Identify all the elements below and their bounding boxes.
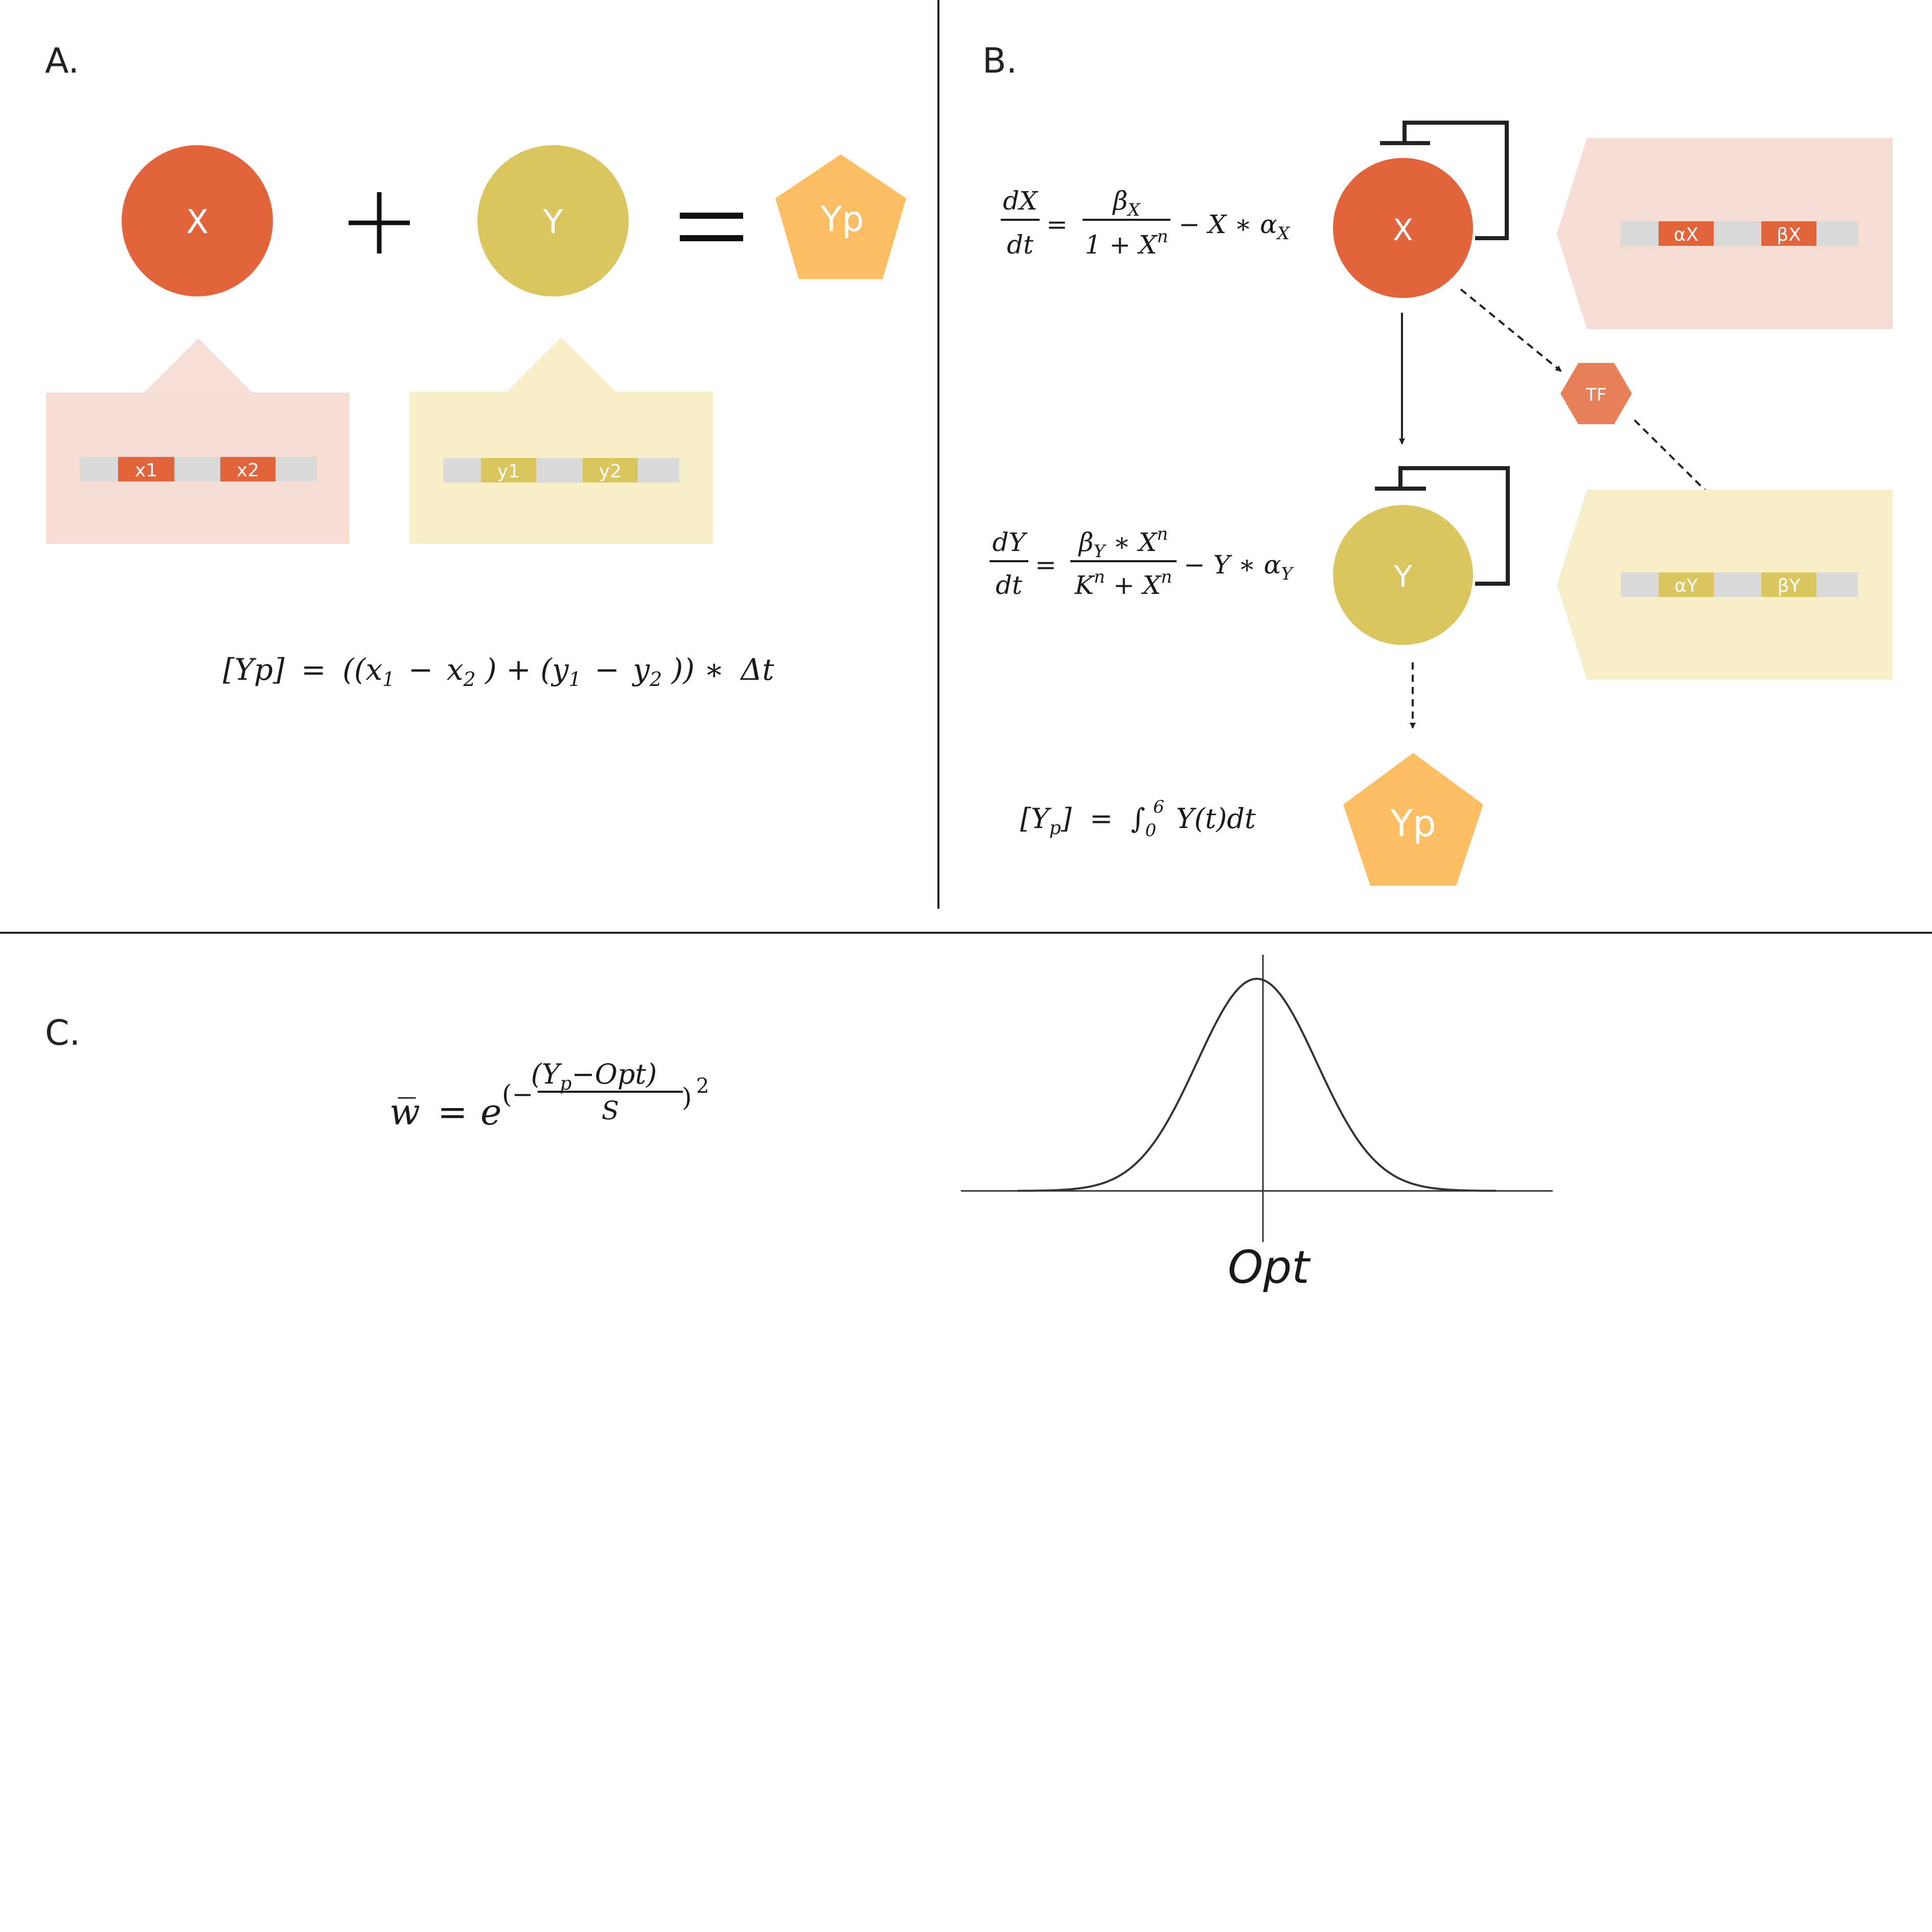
y-node-label: Y [542,203,563,241]
y1-gene [481,458,536,482]
gaussian-curve [1018,977,1496,1192]
x-node [122,145,273,296]
panel-b-label: B. [982,41,1017,81]
tf-to-beta-y-dashed-arrow [1634,419,1770,555]
alpha-x-gene [1659,221,1714,246]
svg-text:=: = [1046,210,1068,239]
svg-text:Kn + Xn: Kn + Xn [1074,567,1172,600]
x1-gene-label: x1 [135,460,157,481]
yp-pentagon [775,154,906,279]
gaussian-fitness-chart: Opt [961,955,1553,1294]
yp-pentagon-label: Yp [1390,802,1436,845]
equation-dy-dt: dY dt = βY ∗ Xn Kn + Xn − Y ∗ αY [990,524,1294,600]
tf-hexagon-label: TF [1585,385,1606,405]
x-gene-bar [1621,221,1858,246]
tf-hexagon [1560,363,1632,424]
svg-text:2: 2 [696,1074,709,1098]
equation-fitness: w̅ = e (− (Yp−Opt) S ) 2 [389,1058,709,1133]
x1-gene [118,457,174,481]
beta-y-gene [1761,572,1816,597]
panel-c: C. w̅ = e (− (Yp−Opt) S ) 2 Opt [45,955,1553,1294]
svg-text:dX: dX [1003,186,1039,216]
equation-yp-integral: [Yp] = ∫06 Y(t)dt [1020,787,1256,841]
svg-text:1 + Xn: 1 + Xn [1085,226,1168,260]
svg-text:(−: (− [502,1079,533,1109]
y-gene-box-tab [506,337,616,393]
svg-text:): ) [682,1083,692,1112]
panel-c-label: C. [45,1013,80,1053]
y-self-repression-loop [1398,466,1510,586]
svg-text:=: = [438,1091,468,1133]
x-node [1333,158,1473,298]
y-gene-bar [1621,572,1858,597]
svg-text:S: S [602,1096,619,1125]
y2-gene-label: y2 [599,461,622,482]
beta-x-gene-label: βX [1777,224,1801,245]
plus-icon [349,192,410,254]
y-node-label: Y [1393,559,1412,594]
beta-x-gene [1761,221,1816,246]
svg-text:e: e [480,1091,501,1133]
alpha-x-gene-label: αX [1674,224,1698,245]
svg-text:dt: dt [1007,230,1034,260]
svg-text:− Y ∗ αY: − Y ∗ αY [1184,550,1294,584]
y-node [1333,505,1473,645]
svg-text:=: = [1035,550,1056,580]
y-gene-bar [443,458,679,482]
chart-x-label-opt: Opt [1228,1241,1311,1294]
y1-gene-label: y1 [497,461,520,482]
x2-gene-label: x2 [237,460,259,481]
beta-y-gene-label: βY [1778,576,1801,596]
svg-text:− X ∗ αX: − X ∗ αX [1179,210,1291,244]
x-node-label: X [1393,213,1413,247]
alpha-y-gene [1659,572,1714,597]
y2-gene [583,458,638,482]
x-gene-bar [80,457,316,481]
equation-yp-difference: [Yp] = ((x1 − x2 ) + (y1 − y2 )) ∗ Δt [223,652,774,693]
yp-pentagon-label: Yp [820,199,864,240]
svg-text:βY ∗ Xn: βY ∗ Xn [1078,524,1168,562]
x-gene-box-tab [143,338,254,394]
panel-a-label: A. [45,41,79,81]
panel-a: A. X Y Yp x1 x2 y1 [45,41,906,693]
panel-b: B. dX dt = βX 1 + Xn − X ∗ αX X αX βX TF [982,41,1893,886]
y-node [477,145,629,296]
x-node-label: X [186,203,209,241]
equation-dx-dt: dX dt = βX 1 + Xn − X ∗ αX [1001,186,1291,260]
svg-text:(Yp−Opt): (Yp−Opt) [531,1058,657,1094]
alpha-y-gene-label: αY [1674,576,1698,596]
svg-text:dt: dt [996,570,1023,600]
x-self-repression-loop [1402,121,1509,240]
svg-text:βX: βX [1112,186,1141,220]
svg-text:w̅: w̅ [389,1091,420,1133]
svg-text:dY: dY [992,527,1027,557]
equals-icon [680,213,743,241]
yp-pentagon [1343,753,1483,886]
x-to-tf-dashed-arrow [1460,288,1562,372]
x2-gene [220,457,275,481]
